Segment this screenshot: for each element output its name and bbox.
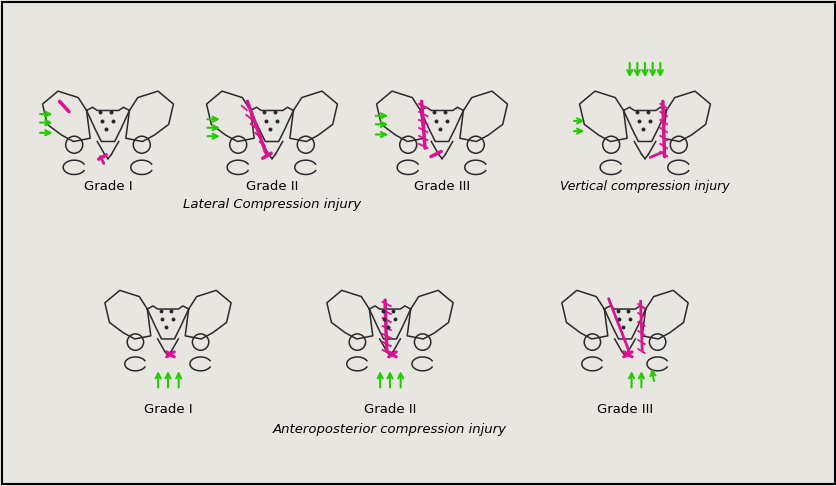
Text: Lateral Compression injury: Lateral Compression injury (183, 198, 360, 211)
Text: Vertical compression injury: Vertical compression injury (559, 180, 729, 193)
Text: Grade III: Grade III (414, 180, 470, 193)
Text: Grade II: Grade II (364, 403, 415, 416)
Text: Grade II: Grade II (246, 180, 298, 193)
Text: Grade I: Grade I (84, 180, 132, 193)
Text: Grade III: Grade III (596, 403, 652, 416)
Text: Anteroposterior compression injury: Anteroposterior compression injury (273, 423, 507, 436)
Text: Grade I: Grade I (144, 403, 192, 416)
